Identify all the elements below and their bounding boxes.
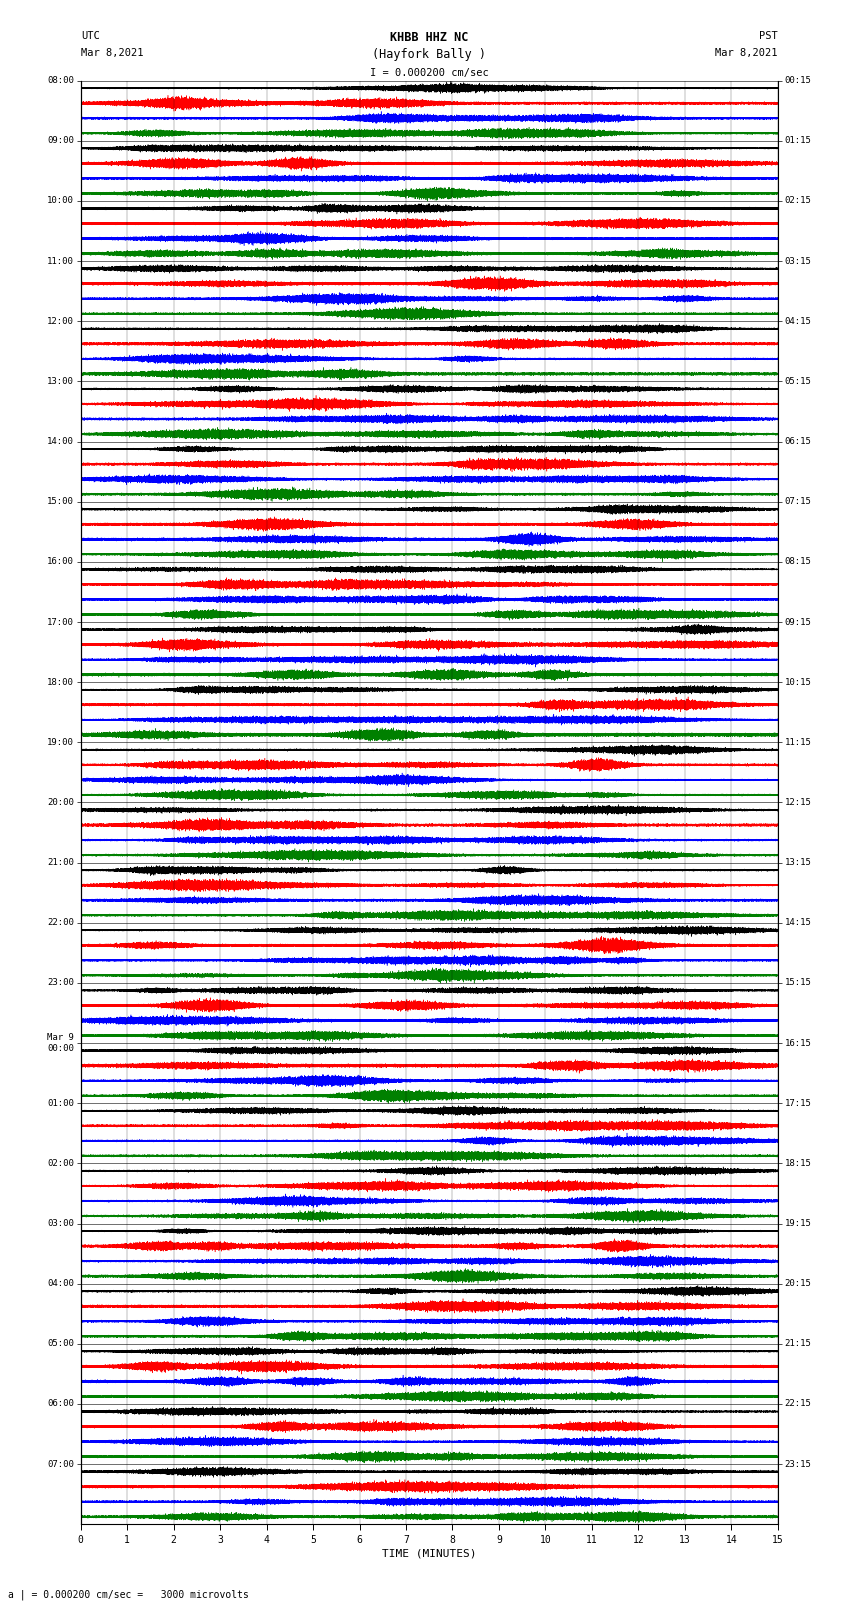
Text: KHBB HHZ NC: KHBB HHZ NC — [390, 31, 468, 44]
Text: I = 0.000200 cm/sec: I = 0.000200 cm/sec — [370, 68, 489, 77]
Text: a | = 0.000200 cm/sec =   3000 microvolts: a | = 0.000200 cm/sec = 3000 microvolts — [8, 1589, 249, 1600]
Text: UTC: UTC — [81, 31, 99, 40]
Text: PST: PST — [759, 31, 778, 40]
X-axis label: TIME (MINUTES): TIME (MINUTES) — [382, 1548, 477, 1558]
Text: Mar 8,2021: Mar 8,2021 — [81, 48, 144, 58]
Text: (Hayfork Bally ): (Hayfork Bally ) — [372, 48, 486, 61]
Text: Mar 8,2021: Mar 8,2021 — [715, 48, 778, 58]
